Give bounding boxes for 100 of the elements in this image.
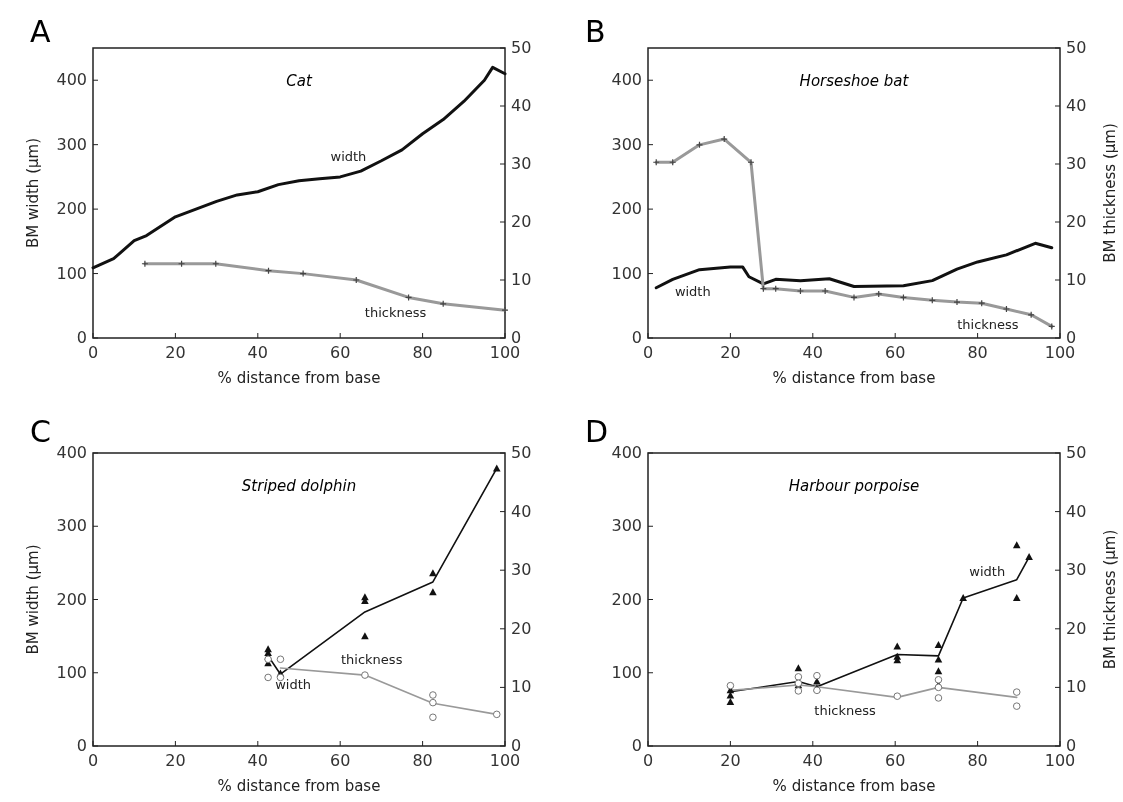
y2-tick-label: 30: [511, 154, 532, 173]
text: Harbour porpoise: [788, 477, 920, 495]
y-tick-label: 400: [611, 70, 642, 90]
point: [1025, 553, 1033, 561]
x-axis-title: % distance from base: [772, 369, 936, 387]
series-label: width: [969, 563, 1006, 579]
y2-tick-label: 20: [1066, 212, 1087, 231]
y2-tick-label: 50: [1066, 443, 1087, 462]
point: [934, 655, 943, 663]
x-tick-label: 80: [412, 751, 433, 770]
text: Striped dolphin: [241, 477, 357, 495]
point: [959, 594, 967, 602]
y2-tick-label: 40: [511, 501, 532, 521]
series-label: width: [275, 676, 312, 692]
text: B: [585, 14, 606, 49]
point: [429, 698, 437, 707]
y-tick-label: 200: [56, 199, 87, 219]
point: [492, 710, 501, 719]
point: [1012, 702, 1021, 710]
y-tick-label: 100: [611, 263, 642, 283]
x-tick-label: 80: [967, 751, 988, 770]
text: Cat: [286, 72, 313, 90]
y-tick-label: 200: [56, 589, 87, 609]
point: [429, 713, 437, 722]
y-tick-label: 0: [76, 328, 87, 347]
x-axis-title: % distance from base: [217, 369, 381, 387]
x-tick-label: 60: [885, 751, 906, 770]
y2-tick-label: 10: [1066, 677, 1087, 697]
point: [726, 681, 735, 690]
y-tick-label: 100: [56, 263, 87, 283]
y-tick-label: 300: [611, 516, 642, 536]
x-tick-label: 20: [165, 343, 186, 362]
x-axis-title: % distance from base: [217, 777, 381, 795]
y-tick-label: 300: [611, 134, 642, 154]
point: [1012, 688, 1021, 696]
x-tick-label: 60: [330, 751, 351, 770]
y-tick-label: 400: [611, 443, 642, 462]
x-tick-label: 20: [720, 751, 741, 770]
y2-tick-label: 20: [511, 212, 532, 231]
point: [893, 692, 902, 700]
point: [934, 694, 943, 702]
y-axis-title: BM width (µm): [24, 138, 42, 248]
point: [361, 671, 369, 679]
point: [264, 673, 272, 682]
point: [264, 655, 272, 664]
y-tick-label: 300: [56, 134, 87, 154]
y2-axis-title: BM thickness (µm): [1101, 123, 1119, 263]
y-tick-label: 200: [611, 589, 642, 609]
text: C: [30, 414, 51, 449]
x-tick-label: 20: [720, 343, 741, 362]
text: A: [30, 14, 51, 49]
point: [429, 588, 437, 596]
x-tick-label: 40: [802, 343, 823, 362]
series-label: thickness: [957, 316, 1019, 332]
x-tick-label: 40: [802, 751, 823, 770]
y2-tick-label: 10: [1066, 270, 1087, 289]
x-tick-label: 60: [330, 343, 351, 362]
point: [429, 691, 437, 699]
point: [813, 671, 821, 680]
point: [429, 569, 437, 577]
y2-axis-title: BM thickness (µm): [1101, 529, 1119, 670]
y-tick-label: 0: [631, 736, 642, 755]
y2-tick-label: 30: [1066, 560, 1087, 580]
series-label: width: [330, 148, 367, 164]
y2-tick-label: 50: [511, 443, 532, 462]
point: [794, 687, 803, 695]
x-tick-label: 20: [165, 751, 186, 770]
y2-tick-label: 10: [511, 270, 532, 289]
point: [934, 675, 943, 684]
point: [361, 632, 369, 640]
y2-tick-label: 40: [1066, 501, 1087, 521]
y-tick-label: 100: [611, 662, 642, 682]
x-tick-label: 60: [885, 343, 906, 362]
series-label: thickness: [341, 651, 403, 667]
y-tick-label: 0: [76, 736, 87, 755]
point: [276, 655, 285, 664]
y-tick-label: 300: [56, 516, 87, 536]
x-tick-label: 40: [247, 751, 268, 770]
point: [934, 667, 943, 675]
y2-tick-label: 20: [1066, 618, 1087, 638]
series-label: width: [674, 284, 711, 300]
line-series: [91, 65, 507, 270]
series-label: thickness: [364, 305, 427, 321]
y2-tick-label: 50: [1066, 38, 1087, 57]
y2-tick-label: 50: [511, 38, 532, 57]
text: Horseshoe bat: [799, 72, 910, 90]
x-tick-label: 80: [412, 343, 433, 362]
series-label: thickness: [814, 702, 876, 718]
y-axis-title: BM width (µm): [24, 544, 42, 655]
y-tick-label: 100: [56, 662, 87, 682]
x-tick-label: 40: [247, 343, 268, 362]
y2-tick-label: 10: [511, 677, 532, 697]
y2-tick-label: 20: [511, 618, 532, 638]
point: [1012, 594, 1021, 602]
y2-tick-label: 40: [1066, 96, 1087, 115]
y-tick-label: 0: [631, 328, 642, 347]
x-tick-label: 80: [967, 343, 988, 362]
point: [726, 698, 735, 706]
y-tick-label: 400: [56, 443, 87, 462]
text: D: [585, 414, 609, 449]
